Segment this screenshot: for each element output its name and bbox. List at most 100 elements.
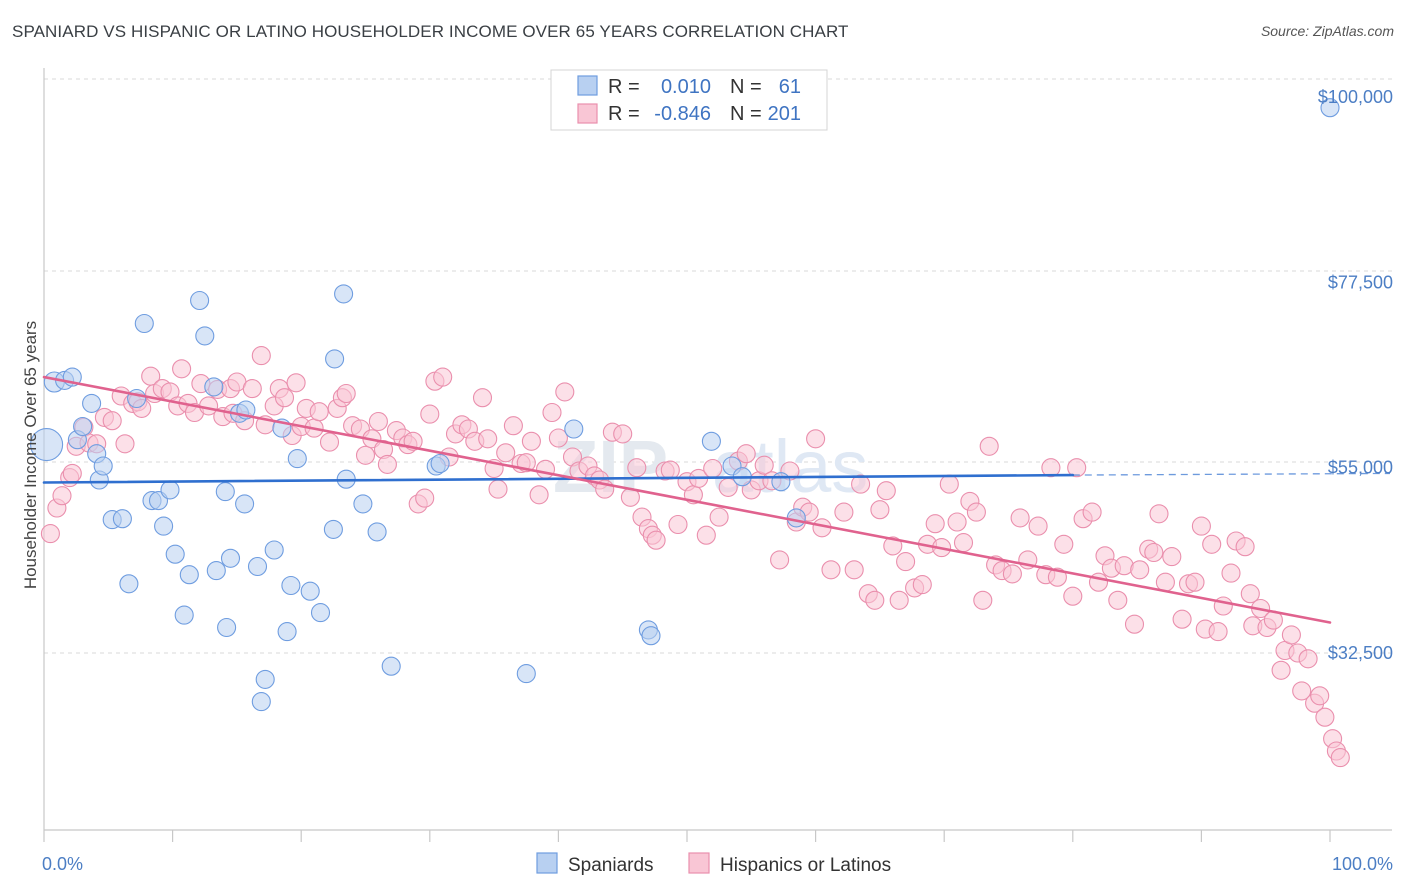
hispanic-point bbox=[1162, 547, 1182, 567]
hispanic-point bbox=[1028, 516, 1048, 536]
hispanic-point bbox=[1185, 572, 1205, 592]
hispanic-point bbox=[529, 485, 549, 505]
spaniard-point bbox=[204, 377, 224, 397]
trend-lines bbox=[42, 375, 1391, 624]
hispanic-point bbox=[555, 382, 575, 402]
chart-source: Source: ZipAtlas.com bbox=[1260, 23, 1394, 39]
hispanic-point bbox=[1124, 614, 1145, 634]
spaniard-point bbox=[247, 556, 268, 577]
chart-title: SPANIARD VS HISPANIC OR LATINO HOUSEHOLD… bbox=[12, 22, 849, 41]
spaniard-trend-extension bbox=[1072, 472, 1391, 476]
spaniard-point bbox=[300, 581, 320, 601]
spaniard-point bbox=[287, 449, 307, 469]
spaniard-point bbox=[264, 540, 284, 560]
hispanic-point bbox=[896, 552, 916, 572]
hispanic-point bbox=[1281, 625, 1301, 645]
spaniard-point bbox=[154, 516, 174, 536]
hispanic-trend-line bbox=[42, 375, 1332, 624]
hispanic-point bbox=[309, 402, 329, 422]
hispanic-point bbox=[870, 500, 890, 520]
hispanic-point bbox=[1063, 586, 1083, 606]
hispanic-point bbox=[844, 560, 864, 580]
hispanic-point bbox=[1054, 534, 1074, 554]
hispanic-point bbox=[973, 590, 993, 610]
hispanic-point bbox=[912, 575, 932, 595]
spaniard-point bbox=[73, 416, 93, 437]
hispanic-point bbox=[478, 429, 498, 449]
hispanic-point bbox=[851, 474, 871, 494]
legend-r-label-2: R = bbox=[608, 103, 640, 125]
spaniard-point bbox=[771, 472, 791, 492]
spaniard-point bbox=[165, 544, 185, 564]
y-tick-label: $32,500 bbox=[1328, 643, 1393, 663]
spaniard-point bbox=[30, 428, 64, 462]
x-tick-label-max: 100.0% bbox=[1332, 854, 1393, 874]
hispanic-point bbox=[503, 416, 523, 436]
spaniard-point bbox=[217, 617, 237, 638]
spaniard-point bbox=[381, 656, 401, 676]
hispanic-point bbox=[1271, 660, 1291, 680]
hispanic-point bbox=[953, 533, 974, 553]
bottom-legend-label-hispanics: Hispanics or Latinos bbox=[720, 855, 891, 876]
y-tick-label: $100,000 bbox=[1318, 87, 1393, 107]
spaniard-point bbox=[564, 419, 584, 439]
hispanic-point bbox=[542, 402, 562, 423]
hispanic-point bbox=[415, 488, 435, 508]
spaniard-point bbox=[701, 431, 721, 451]
legend-n-value-2: 201 bbox=[768, 103, 801, 125]
hispanic-point bbox=[1067, 458, 1087, 478]
spaniard-point bbox=[119, 574, 139, 594]
spaniard-point bbox=[325, 349, 345, 369]
spaniard-point bbox=[641, 626, 661, 646]
spaniard-point bbox=[255, 669, 275, 689]
hispanic-point bbox=[806, 429, 826, 449]
spaniard-point bbox=[353, 494, 373, 514]
hispanic-point bbox=[420, 404, 440, 424]
spaniard-point bbox=[160, 480, 180, 500]
hispanic-point bbox=[1010, 508, 1030, 528]
bottom-legend-swatch-hispanics bbox=[688, 852, 710, 874]
hispanic-point bbox=[1315, 707, 1335, 727]
spaniard-point bbox=[334, 284, 354, 304]
hispanic-point bbox=[627, 458, 647, 478]
hispanic-point bbox=[821, 560, 841, 580]
grid-lines bbox=[44, 78, 1392, 654]
spaniard-point bbox=[82, 393, 102, 413]
spaniard-point bbox=[277, 622, 297, 642]
hispanic-point bbox=[668, 514, 688, 535]
hispanic-point bbox=[368, 411, 388, 432]
hispanic-point bbox=[274, 388, 295, 408]
hispanic-point bbox=[1155, 572, 1175, 592]
correlation-legend: R = 0.010 N = 61 R = -0.846 N = 201 bbox=[550, 69, 828, 131]
hispanic-point bbox=[709, 507, 729, 527]
hispanic-point bbox=[1108, 590, 1128, 610]
spaniard-point bbox=[134, 313, 154, 334]
spaniard-point bbox=[179, 565, 199, 585]
legend-swatch-blue bbox=[577, 75, 598, 96]
hispanic-point bbox=[1221, 563, 1241, 583]
spaniard-trend-line bbox=[42, 473, 1075, 484]
series-legend: Spaniards Hispanics or Latinos bbox=[536, 852, 891, 876]
spaniard-point bbox=[323, 519, 343, 539]
hispanic-point bbox=[1292, 681, 1312, 701]
spaniard-points bbox=[30, 98, 1340, 712]
hispanic-point bbox=[1191, 516, 1211, 536]
hispanic-point bbox=[1240, 584, 1260, 604]
hispanic-point bbox=[172, 359, 192, 379]
spaniard-point bbox=[93, 456, 113, 476]
hispanic-point bbox=[102, 411, 122, 431]
hispanic-point bbox=[613, 424, 633, 444]
hispanic-point bbox=[548, 428, 568, 448]
hispanic-point bbox=[115, 434, 135, 454]
hispanic-point bbox=[660, 460, 680, 480]
spaniard-point bbox=[430, 453, 450, 474]
spaniard-point bbox=[235, 494, 255, 514]
hispanic-point bbox=[754, 455, 774, 475]
hispanic-point bbox=[1172, 609, 1192, 629]
hispanic-point bbox=[1202, 534, 1222, 554]
legend-r-value-1: 0.010 bbox=[661, 76, 711, 98]
legend-n-value-1: 61 bbox=[779, 76, 801, 98]
spaniard-point bbox=[215, 482, 235, 502]
hispanic-point bbox=[646, 530, 666, 550]
